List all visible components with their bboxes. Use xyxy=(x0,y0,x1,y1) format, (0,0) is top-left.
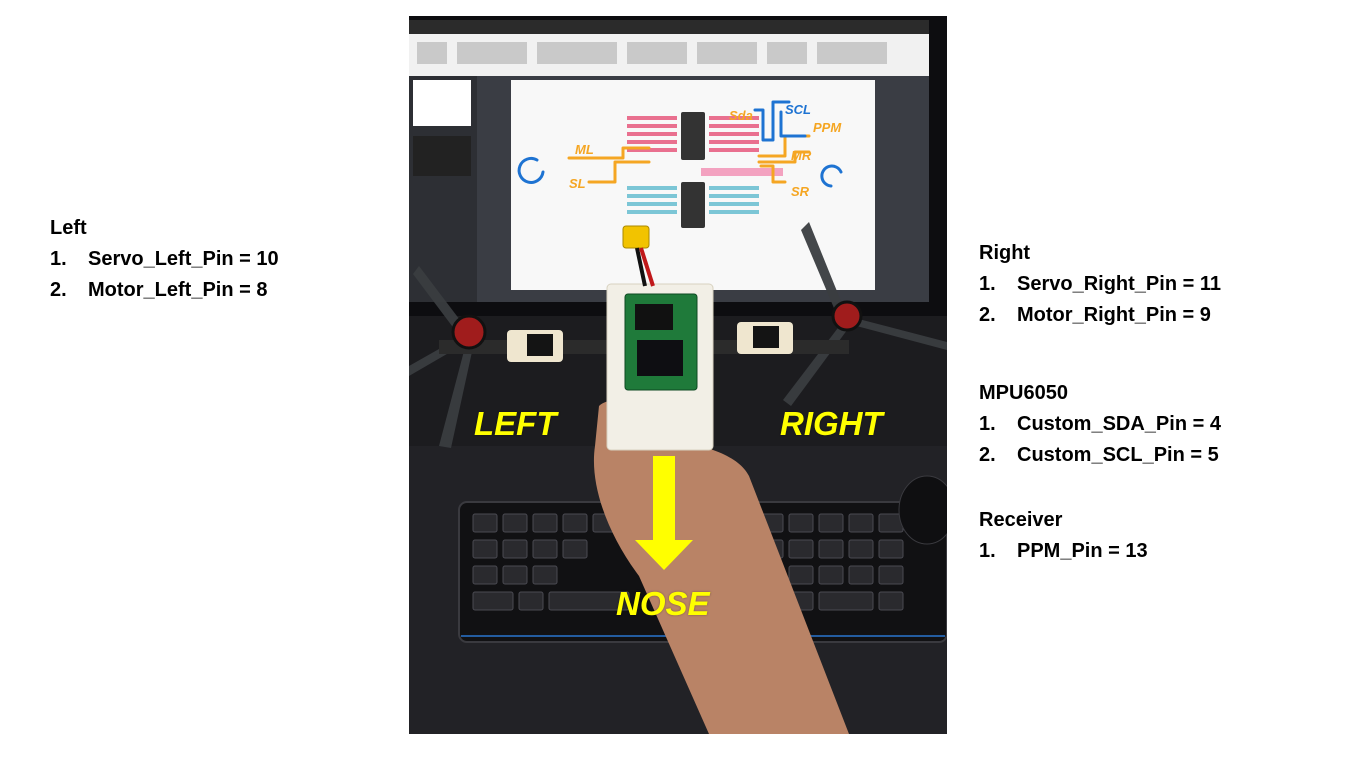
ppm-pin: PPM_Pin = 13 xyxy=(1017,540,1148,562)
nose-label: NOSE xyxy=(616,585,710,622)
receiver-heading: Receiver xyxy=(979,509,1063,531)
left-pin-list: Left 1. Servo_Left_Pin = 10 2. Motor_Lef… xyxy=(50,213,279,306)
battery-wire xyxy=(635,247,647,287)
mpu6050-pin-list: MPU6050 1. Custom_SDA_Pin = 4 2. Custom_… xyxy=(979,378,1221,471)
right-label: RIGHT xyxy=(780,405,883,442)
pinout-diagram xyxy=(627,112,783,228)
battery-wire xyxy=(639,247,655,287)
esp32-chip xyxy=(635,304,673,330)
sketch-sda: Sda xyxy=(729,108,753,123)
receiver-pin-list: Receiver 1. PPM_Pin = 13 xyxy=(979,505,1148,567)
left-heading: Left xyxy=(50,217,87,239)
list-item: 1. Custom_SDA_Pin = 4 xyxy=(979,409,1221,440)
motor-left-pin: Motor_Left_Pin = 8 xyxy=(88,279,268,301)
left-items: 1. Servo_Left_Pin = 10 2. Motor_Left_Pin… xyxy=(50,244,279,306)
right-motor xyxy=(831,300,863,332)
slide-thumbnail xyxy=(413,136,471,176)
item-number: 1. xyxy=(979,540,996,562)
servo-right-pin: Servo_Right_Pin = 11 xyxy=(1017,273,1221,295)
battery-connector xyxy=(622,225,650,249)
item-number: 2. xyxy=(979,444,996,466)
item-number: 1. xyxy=(50,248,67,270)
sketch-ml: ML xyxy=(575,142,594,157)
list-item: 2. Motor_Left_Pin = 8 xyxy=(50,275,279,306)
list-item: 2. Custom_SCL_Pin = 5 xyxy=(979,440,1221,471)
photo-illustration: Sda SCL PPM ML SL MR SR xyxy=(409,16,947,734)
custom-scl-pin: Custom_SCL_Pin = 5 xyxy=(1017,444,1219,466)
sketch-sl: SL xyxy=(569,176,586,191)
right-pin-list: Right 1. Servo_Right_Pin = 11 2. Motor_R… xyxy=(979,238,1221,331)
sketch-ppm: PPM xyxy=(813,120,842,135)
sketch-mr: MR xyxy=(791,148,812,163)
left-label: LEFT xyxy=(474,405,557,442)
left-servo-body xyxy=(527,334,553,356)
right-propeller xyxy=(783,222,947,406)
ppt-title-bar xyxy=(409,20,929,34)
mouse xyxy=(898,475,947,545)
item-number: 1. xyxy=(979,413,996,435)
list-item: 1. PPM_Pin = 13 xyxy=(979,536,1148,567)
slide-thumbnail xyxy=(413,80,471,126)
mpu6050-items: 1. Custom_SDA_Pin = 4 2. Custom_SCL_Pin … xyxy=(979,409,1221,471)
ribbon-buttons xyxy=(417,42,887,64)
item-number: 2. xyxy=(979,304,996,326)
item-number: 2. xyxy=(50,279,67,301)
list-item: 1. Servo_Right_Pin = 11 xyxy=(979,269,1221,300)
sketch-lines xyxy=(517,100,843,188)
sketch-scl: SCL xyxy=(785,102,811,117)
sketch-sr: SR xyxy=(791,184,810,199)
custom-sda-pin: Custom_SDA_Pin = 4 xyxy=(1017,413,1221,435)
list-item: 1. Servo_Left_Pin = 10 xyxy=(50,244,279,275)
item-number: 1. xyxy=(979,273,996,295)
right-heading: Right xyxy=(979,242,1031,264)
servo-left-pin: Servo_Left_Pin = 10 xyxy=(88,248,279,270)
receiver-items: 1. PPM_Pin = 13 xyxy=(979,536,1148,567)
right-servo-body xyxy=(753,326,779,348)
motor-right-pin: Motor_Right_Pin = 9 xyxy=(1017,304,1211,326)
mpu6050-heading: MPU6050 xyxy=(979,382,1068,404)
nose-arrow xyxy=(635,456,693,570)
right-items: 1. Servo_Right_Pin = 11 2. Motor_Right_P… xyxy=(979,269,1221,331)
left-motor xyxy=(451,314,487,350)
list-item: 2. Motor_Right_Pin = 9 xyxy=(979,300,1221,331)
mpu6050-module xyxy=(637,340,683,376)
drone-photo: Sda SCL PPM ML SL MR SR xyxy=(409,16,947,734)
